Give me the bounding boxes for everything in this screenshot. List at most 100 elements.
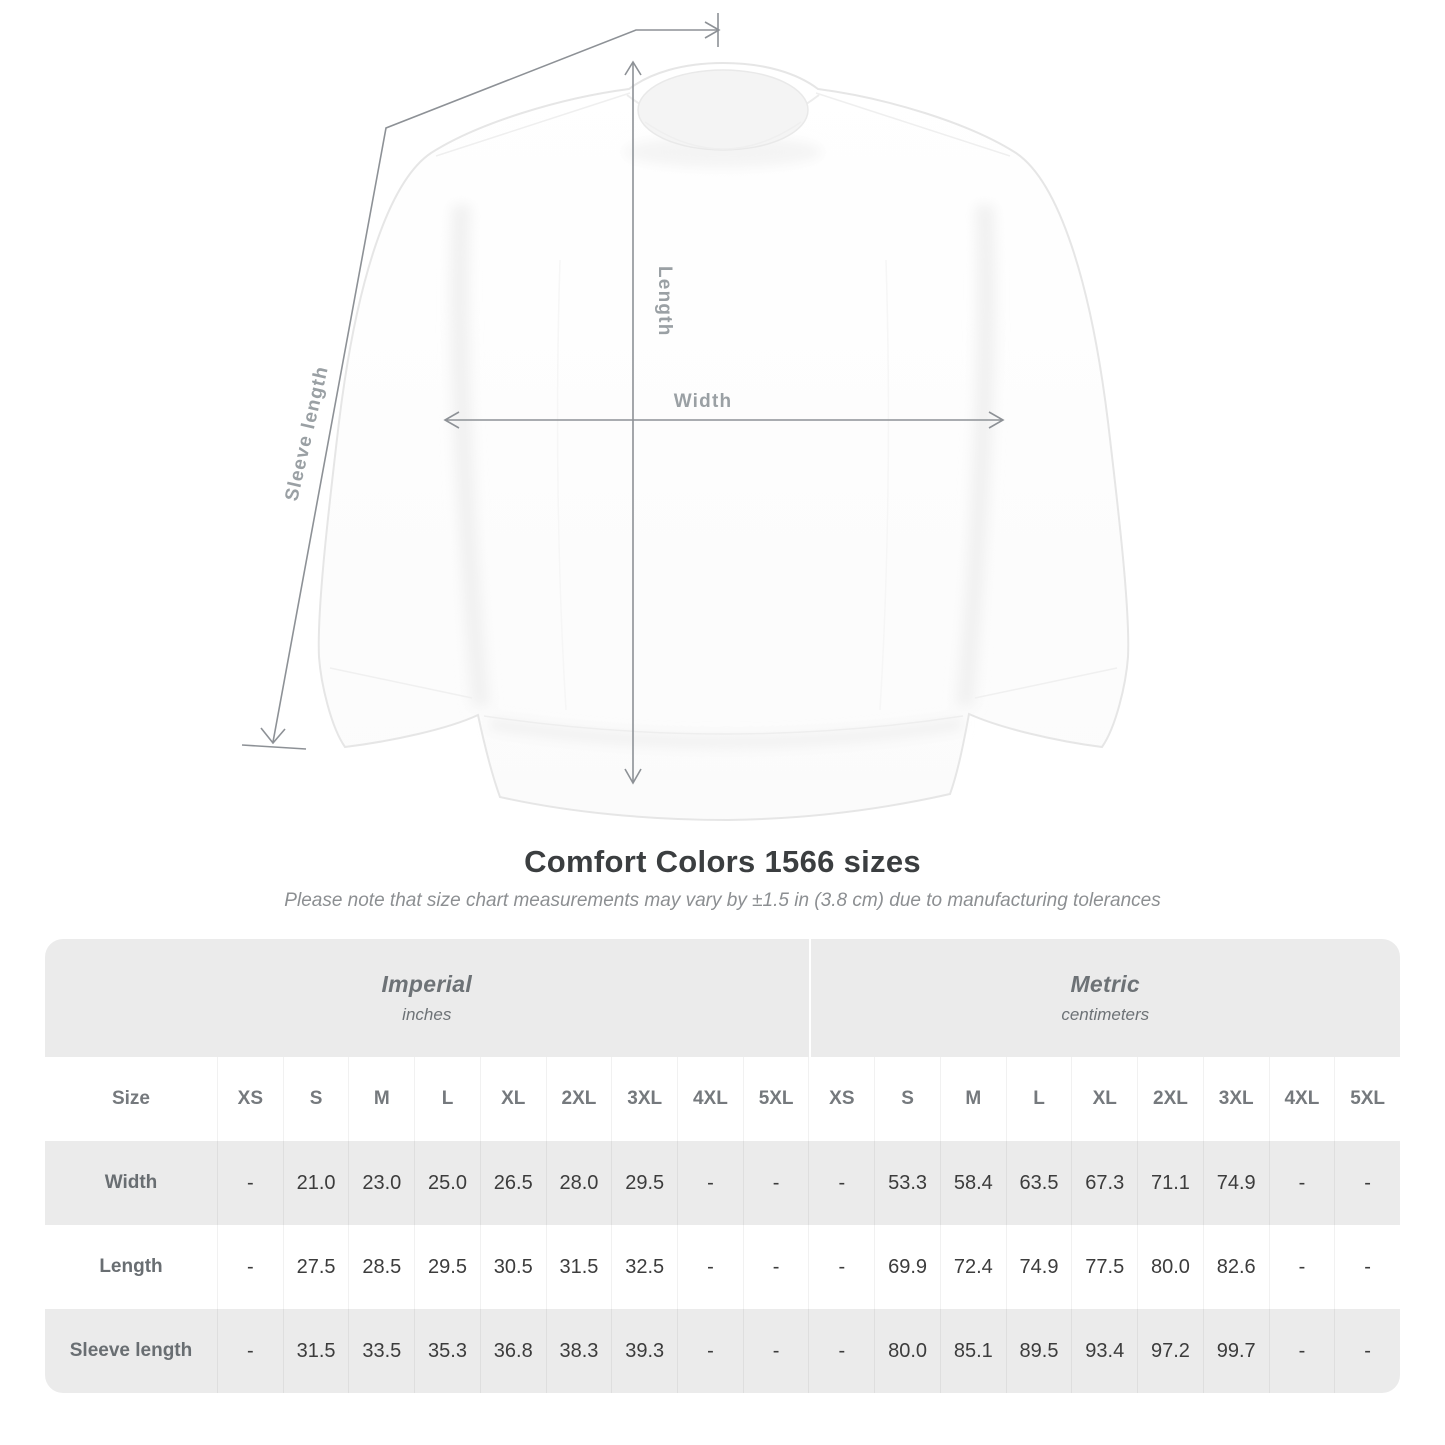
measurement-value: - [742,1309,809,1393]
measurement-value: 85.1 [939,1309,1006,1393]
size-column-header: 5XL [1334,1057,1400,1141]
measurement-value: - [1334,1141,1400,1225]
row-label-length: Length [99,1256,163,1277]
sweatshirt-illustration: Width Length Sleeve length [241,13,1130,822]
measurement-value: 89.5 [1005,1309,1072,1393]
measurement-value: 31.5 [282,1309,349,1393]
measurement-value: 82.6 [1202,1225,1269,1309]
measurement-value: - [1268,1309,1335,1393]
measurement-value: - [217,1309,283,1393]
measurement-value: - [677,1141,743,1225]
measurement-value: 32.5 [611,1225,677,1309]
collar [626,69,820,151]
width-label: Width [674,391,733,412]
measurement-lines [241,13,1005,785]
measurement-value: - [217,1225,283,1309]
measurement-value: 80.0 [1137,1225,1203,1309]
measurement-value: 53.3 [874,1141,940,1225]
tolerance-note: Please note that size chart measurements… [284,890,1161,911]
table-row-width: Width -21.0 23.0 25.0 26.5 28.0 29.5- - -53.3 58… [45,1141,1400,1225]
size-column-header: 2XL [1137,1057,1203,1141]
imperial-group-header: Imperial inches [45,939,809,1057]
measurement-value: 31.5 [545,1225,612,1309]
measurement-value: 30.5 [479,1225,546,1309]
size-column-header: 3XL [1202,1057,1269,1141]
measurement-value: 58.4 [939,1141,1006,1225]
measurement-value: - [808,1225,874,1309]
size-column-header: 4XL [1268,1057,1335,1141]
measurement-value: 97.2 [1137,1309,1203,1393]
size-column-header: M [939,1057,1006,1141]
length-label: Length [654,266,675,337]
size-column-header: L [1005,1057,1072,1141]
imperial-unit: inches [402,1005,452,1024]
size-column-header: XL [479,1057,546,1141]
measurement-value: 29.5 [611,1141,677,1225]
measurement-value: 25.0 [414,1141,480,1225]
measurement-value: - [677,1225,743,1309]
measurement-value: - [217,1141,283,1225]
metric-unit: centimeters [1061,1005,1150,1024]
measurement-value: 80.0 [874,1309,940,1393]
measurement-value: 33.5 [348,1309,414,1393]
measurement-value: 93.4 [1071,1309,1137,1393]
row-label-width: Width [104,1172,158,1193]
measurement-value: 71.1 [1137,1141,1203,1225]
measurement-value: 23.0 [348,1141,414,1225]
size-column-header: M [348,1057,414,1141]
measurement-value: 38.3 [545,1309,612,1393]
measurement-value: 39.3 [611,1309,677,1393]
size-column-header: 3XL [611,1057,677,1141]
size-column-header: 4XL [677,1057,743,1141]
imperial-label: Imperial [381,971,473,997]
measurement-value: - [677,1309,743,1393]
size-column-header: 5XL [742,1057,809,1141]
measurement-value: 72.4 [939,1225,1006,1309]
measurement-value: 26.5 [479,1141,546,1225]
sleeve-length-arrow [241,13,721,750]
measurement-value: 74.9 [1202,1141,1269,1225]
measurement-value: 67.3 [1071,1141,1137,1225]
measurement-value: 28.0 [545,1141,612,1225]
size-column-header: XL [1071,1057,1137,1141]
measurement-value: 35.3 [414,1309,480,1393]
length-arrow [624,60,642,785]
measurement-value: 21.0 [282,1141,349,1225]
measurement-value: - [742,1225,809,1309]
size-column-header: S [282,1057,349,1141]
page-title: Comfort Colors 1566 sizes [524,844,921,879]
table-row-sleeve-length: Sleeve length -31.5 33.5 35.3 36.8 38.3 39.3-… [45,1309,1400,1393]
measurement-value: 77.5 [1071,1225,1137,1309]
measurement-value: - [1268,1141,1335,1225]
size-header-row: Size XS S M L XL 2XL 3XL 4XL 5XL XS S M L XL 2XL 3XL 4XL… [45,1057,1400,1141]
measurement-value: 36.8 [479,1309,546,1393]
measurement-value: 28.5 [348,1225,414,1309]
metric-group-header: Metric centimeters [808,939,1400,1057]
measurement-value: - [1334,1309,1400,1393]
measurement-value: 74.9 [1005,1225,1072,1309]
sleeve-length-label: Sleeve length [281,364,333,503]
measurement-value: - [742,1141,809,1225]
width-arrow [443,411,1005,429]
table-row-length: Length -27.5 28.5 29.5 30.5 31.5 32.5- - -69.9 7… [45,1225,1400,1309]
title-block: Comfort Colors 1566 sizes Please note th… [0,844,1445,912]
measurement-value: 69.9 [874,1225,940,1309]
measurement-value: 27.5 [282,1225,349,1309]
size-chart-table: Imperial inches Metric centimeters Size … [45,939,1400,1393]
measurement-value: - [1268,1225,1335,1309]
measurement-value: - [1334,1225,1400,1309]
sweatshirt-diagram: Width Length Sleeve length [241,13,1130,822]
size-column-header: S [874,1057,940,1141]
size-column-header: XS [808,1057,874,1141]
measurement-value: 63.5 [1005,1141,1072,1225]
size-column-header: L [414,1057,480,1141]
unit-group-header-row: Imperial inches Metric centimeters [45,939,1400,1057]
size-column-header: XS [217,1057,283,1141]
measurement-value: 99.7 [1202,1309,1269,1393]
row-label-sleeve-length: Sleeve length [69,1340,193,1361]
sweatshirt-body [317,61,1130,822]
measurement-value: - [808,1309,874,1393]
measurement-value: - [808,1141,874,1225]
measurement-value: 29.5 [414,1225,480,1309]
size-column-header: 2XL [545,1057,612,1141]
